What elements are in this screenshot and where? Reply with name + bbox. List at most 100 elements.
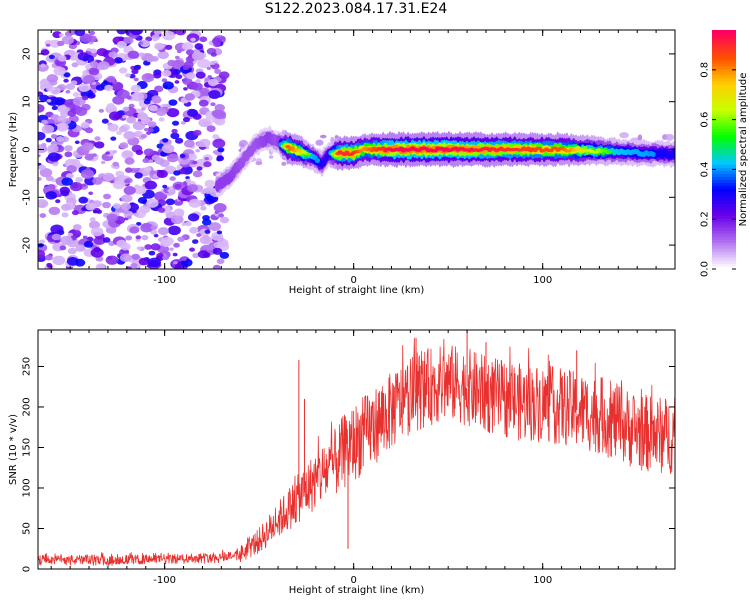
spectrogram-cell — [650, 151, 656, 157]
spectrogram-cell — [170, 214, 184, 225]
spectrogram-cell — [103, 80, 108, 84]
spectrogram-cell — [66, 256, 79, 266]
spectrogram-cell — [110, 136, 117, 141]
colorbar-swatch — [712, 83, 736, 88]
colorbar-swatch — [712, 230, 736, 234]
spectrogram-cell — [167, 188, 173, 193]
spectrogram-cell — [182, 65, 190, 70]
spectrogram-cell — [191, 239, 199, 244]
spectrogram-cell — [150, 243, 161, 251]
spectrogram-cell — [162, 138, 169, 143]
spectrogram-cell — [133, 212, 139, 217]
spectrogram-cell — [162, 81, 174, 90]
snr-x-axis-label: Height of straight line (km) — [289, 585, 425, 596]
spectrogram-cell — [212, 264, 221, 269]
colorbar-tick-label: 0.0 — [700, 261, 711, 277]
colorbar-swatch — [712, 47, 736, 52]
spectrogram-cell — [138, 41, 144, 45]
spectrogram-cell — [65, 173, 74, 179]
colorbar-swatch — [712, 239, 736, 243]
spectrogram-cell — [187, 184, 199, 193]
colorbar-swatch — [712, 143, 736, 148]
spectrogram-x-axis-label: Height of straight line (km) — [289, 285, 425, 296]
snr-frame — [37, 329, 676, 570]
colorbar-swatch — [712, 119, 736, 124]
spectrogram-cell — [118, 125, 128, 133]
spectrogram-cell — [593, 150, 599, 154]
spectrogram-cell — [70, 159, 81, 166]
spectrogram-cell — [90, 248, 104, 258]
colorbar-swatch — [712, 53, 736, 58]
spectrogram-cell — [167, 59, 177, 67]
spectrogram-cell — [102, 237, 111, 243]
spectrogram-cell — [102, 201, 111, 209]
colorbar-swatch — [712, 149, 736, 154]
spectrogram-cell — [136, 221, 142, 226]
spectrogram-cell — [78, 83, 91, 92]
spectrogram-cell — [184, 93, 195, 101]
colorbar-swatch — [712, 266, 736, 270]
spectrogram-cell — [109, 180, 115, 184]
snr-y-tick-label: 150 — [22, 438, 33, 457]
spectrogram-cell — [315, 139, 324, 146]
spectrogram-cell — [70, 55, 78, 61]
spectrogram-cell — [94, 141, 105, 149]
spectrogram-cell — [205, 244, 214, 251]
spectrogram-cell — [46, 98, 52, 103]
colorbar-swatch — [712, 197, 736, 201]
spectrogram-cell — [88, 220, 101, 229]
spectrogram-cell — [63, 72, 71, 78]
colorbar-swatch — [712, 137, 736, 142]
spectrogram-cell — [191, 82, 203, 91]
spectrogram-cell — [145, 55, 155, 63]
spectrogram-cell — [162, 30, 176, 41]
spectrogram-cell — [116, 30, 127, 35]
spectrogram-cell — [52, 255, 66, 266]
spectrogram-cell — [95, 84, 105, 91]
spectrogram-cell — [140, 223, 154, 233]
spectrogram-cell — [182, 116, 191, 123]
colorbar-swatch — [712, 41, 736, 46]
spectrogram-cell — [180, 121, 186, 125]
spectrogram-cell — [130, 262, 138, 269]
spectrogram-cell — [77, 52, 90, 61]
spectrogram-cell — [58, 33, 64, 37]
spectrogram-cell — [71, 62, 79, 68]
spectrogram-cell — [75, 244, 86, 252]
colorbar-swatch — [712, 173, 736, 177]
colorbar-swatch — [712, 233, 736, 237]
spectrogram-cell — [126, 116, 137, 124]
spectrogram-cell — [207, 78, 219, 87]
spectrogram-cell — [206, 66, 212, 70]
spectrogram-cell — [174, 80, 180, 84]
colorbar-swatch — [712, 185, 736, 189]
spectrogram-cell — [125, 235, 133, 241]
spectrogram-cell — [214, 104, 225, 112]
spectrogram-cell — [121, 194, 133, 203]
spectrogram-cell — [174, 137, 184, 144]
colorbar-tick-label: 0.8 — [700, 62, 711, 78]
colorbar-swatch — [712, 86, 736, 91]
spectrogram-ridge-layer — [214, 125, 675, 197]
spectrogram-cell — [57, 55, 67, 62]
spectrogram-cell — [97, 61, 110, 70]
colorbar-tick-label: 0.6 — [700, 112, 711, 128]
spectrogram-cell — [191, 51, 205, 61]
colorbar-swatch — [712, 98, 736, 103]
spectrogram-cell — [122, 150, 133, 158]
spectrogram-cell — [172, 68, 181, 75]
spectrogram-cell — [183, 139, 195, 148]
spectrogram-cell — [59, 245, 67, 251]
spectrogram-cell — [185, 49, 195, 56]
spectrogram-cell — [82, 142, 94, 151]
spectrogram-cell — [122, 114, 128, 119]
spectrogram-cell — [119, 142, 129, 149]
colorbar-swatch — [712, 152, 736, 157]
colorbar-swatch — [712, 224, 736, 228]
snr-y-tick-label: 200 — [22, 397, 33, 416]
spectrogram-cell — [50, 224, 64, 235]
colorbar-swatch — [712, 38, 736, 43]
spectrogram-cell — [80, 169, 95, 179]
spectrogram-cell — [142, 158, 150, 164]
spectrogram-cell — [199, 36, 208, 43]
